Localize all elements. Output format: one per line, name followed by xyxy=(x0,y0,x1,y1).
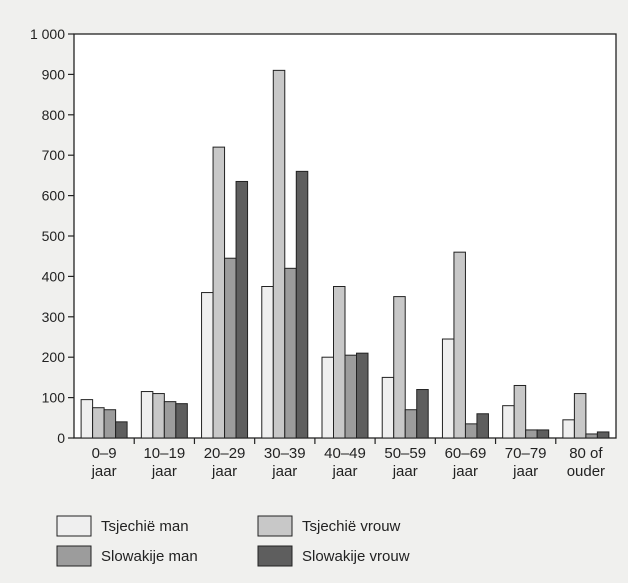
x-tick-label: jaar xyxy=(151,463,177,480)
x-tick-label: 80 of xyxy=(569,445,603,462)
x-tick-label: jaar xyxy=(512,463,538,480)
x-tick-label: ouder xyxy=(567,463,605,480)
x-tick-label: jaar xyxy=(392,463,418,480)
bar xyxy=(562,419,575,439)
bar xyxy=(163,401,177,439)
y-tick-label: 800 xyxy=(42,107,66,123)
bar xyxy=(284,267,297,439)
x-tick-label: 10–19 xyxy=(143,445,185,462)
bar xyxy=(201,292,214,439)
bar xyxy=(321,356,334,439)
bar xyxy=(464,423,478,439)
legend-swatch xyxy=(56,515,92,537)
bar xyxy=(393,296,406,439)
bar xyxy=(115,421,128,439)
x-tick-label: jaar xyxy=(271,463,297,480)
y-tick-label: 500 xyxy=(42,228,66,244)
y-tick-label: 1 000 xyxy=(30,26,65,42)
x-tick-label: jaar xyxy=(91,463,117,480)
bar xyxy=(476,413,489,439)
bar xyxy=(416,389,429,439)
legend-swatch xyxy=(257,545,293,567)
bar xyxy=(333,286,346,439)
legend-label: Tsjechië vrouw xyxy=(302,518,401,535)
y-tick-label: 400 xyxy=(42,268,66,284)
x-tick-label: jaar xyxy=(211,463,237,480)
bar xyxy=(596,431,610,439)
legend-swatch xyxy=(257,515,293,537)
x-tick-label: 60–69 xyxy=(445,445,487,462)
y-tick-label: 700 xyxy=(42,147,66,163)
bar xyxy=(235,180,249,439)
bar xyxy=(295,170,309,439)
bar xyxy=(92,407,105,439)
y-tick-label: 200 xyxy=(42,349,66,365)
legend-label: Slowakije man xyxy=(101,548,198,565)
y-tick-label: 900 xyxy=(42,66,66,82)
bar xyxy=(261,286,274,439)
y-tick-label: 100 xyxy=(42,390,66,406)
x-tick-label: jaar xyxy=(452,463,478,480)
x-tick-label: jaar xyxy=(331,463,357,480)
bar xyxy=(212,146,226,439)
bar xyxy=(536,429,550,439)
bar xyxy=(140,391,154,439)
bar xyxy=(224,257,237,439)
y-tick-label: 0 xyxy=(57,430,65,446)
x-tick-label: 20–29 xyxy=(204,445,246,462)
bar xyxy=(272,69,286,439)
bar xyxy=(573,393,587,439)
legend: Tsjechië man Tsjechië vrouw Slowakije man S… xyxy=(56,515,410,567)
x-tick-label: 50–59 xyxy=(384,445,426,462)
bar xyxy=(404,409,418,439)
bar xyxy=(175,403,188,439)
legend-swatch xyxy=(56,545,92,567)
bar xyxy=(513,384,527,439)
legend-label: Tsjechië man xyxy=(101,518,189,535)
y-tick-label: 300 xyxy=(42,309,66,325)
bar xyxy=(152,393,165,439)
bar xyxy=(356,352,369,439)
x-tick-label: 70–79 xyxy=(505,445,547,462)
x-tick-label: 40–49 xyxy=(324,445,366,462)
bar xyxy=(502,405,515,439)
bar xyxy=(344,354,357,439)
bar xyxy=(103,409,117,439)
bar xyxy=(80,399,94,439)
x-tick-label: 30–39 xyxy=(264,445,306,462)
bar xyxy=(441,338,455,439)
x-tick-label: 0–9 xyxy=(92,445,117,462)
bar xyxy=(585,433,598,439)
legend-label: Slowakije vrouw xyxy=(302,548,410,565)
bar xyxy=(453,251,466,439)
bar xyxy=(381,376,395,439)
y-tick-label: 600 xyxy=(42,188,66,204)
bar xyxy=(525,429,538,439)
